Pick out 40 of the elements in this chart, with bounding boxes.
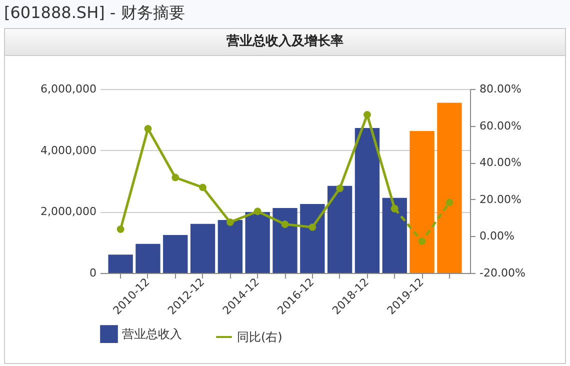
point bbox=[199, 184, 206, 192]
legend-label: 营业总收入 bbox=[122, 327, 182, 342]
point bbox=[336, 184, 344, 192]
y-tick-label: 6,000,000 bbox=[40, 82, 96, 96]
y-tick-label: 2,000,000 bbox=[40, 205, 96, 218]
point bbox=[281, 220, 289, 228]
chart-title: [601888.SH] - 财务摘要 bbox=[0, 0, 570, 28]
bar bbox=[218, 220, 243, 273]
bar bbox=[382, 198, 407, 273]
point bbox=[364, 111, 371, 118]
point bbox=[308, 223, 316, 231]
y2-tick-label: 60.00% bbox=[480, 119, 522, 132]
bar bbox=[245, 212, 270, 273]
point bbox=[144, 125, 152, 132]
point bbox=[446, 198, 454, 206]
bar bbox=[327, 186, 352, 273]
point bbox=[418, 237, 426, 245]
y2-tick-label: 20.00% bbox=[480, 192, 522, 206]
legend-label: 同比(右) bbox=[237, 330, 282, 344]
y2-tick-label: 40.00% bbox=[480, 156, 522, 170]
bar bbox=[354, 128, 380, 273]
point bbox=[390, 204, 398, 212]
y2-tick-label: 0.00% bbox=[480, 230, 514, 243]
y-tick-label: 4,000,000 bbox=[40, 144, 96, 157]
bar bbox=[163, 234, 188, 273]
bar bbox=[437, 102, 462, 273]
bar bbox=[190, 224, 216, 273]
y2-tick-label: 80.00% bbox=[480, 82, 522, 96]
y-tick-label: 0 bbox=[90, 266, 96, 280]
y2-tick-label: -20.00% bbox=[480, 266, 526, 280]
chart-subtitle: 营业总收入及增长率 bbox=[5, 29, 565, 56]
bar bbox=[108, 254, 133, 273]
bar bbox=[272, 208, 298, 273]
bar bbox=[300, 204, 325, 273]
bar bbox=[136, 244, 160, 273]
point bbox=[116, 226, 124, 233]
bar bbox=[410, 131, 434, 273]
point bbox=[226, 218, 234, 226]
point bbox=[254, 208, 262, 216]
point bbox=[172, 174, 180, 182]
